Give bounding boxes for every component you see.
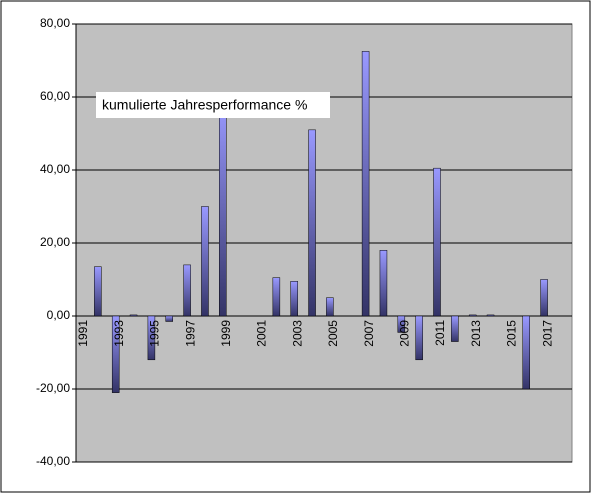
bar <box>522 315 530 390</box>
x-tick-label: 1997 <box>183 320 197 347</box>
x-tick-label: 1999 <box>219 320 233 347</box>
x-tick-label: 2009 <box>397 320 411 347</box>
bar <box>201 206 209 317</box>
bar <box>415 315 423 361</box>
x-tick-label: 2005 <box>326 320 340 347</box>
x-tick-label: 2017 <box>540 320 554 347</box>
bar <box>111 315 120 393</box>
annotation: kumulierte Jahresperformance % <box>102 97 307 113</box>
y-tick-label: -20,00 <box>36 381 70 395</box>
x-tick-label: 2013 <box>469 320 483 347</box>
x-tick-label: 2003 <box>290 320 304 347</box>
bar <box>540 279 548 317</box>
bar <box>486 314 495 317</box>
y-tick-label: 0,00 <box>47 308 71 322</box>
y-tick-label: -40,00 <box>36 454 70 468</box>
bar <box>379 250 388 317</box>
x-tick-label: 2011 <box>433 320 447 346</box>
y-tick-label: 20,00 <box>40 235 70 249</box>
y-tick-label: 60,00 <box>40 89 70 103</box>
bar <box>361 51 370 317</box>
bar <box>272 277 281 317</box>
bar <box>290 281 298 317</box>
x-tick-label: 2015 <box>505 320 519 347</box>
bar <box>129 314 138 317</box>
bar <box>183 264 191 317</box>
y-tick-label: 80,00 <box>40 16 70 30</box>
bar <box>326 297 334 317</box>
bar <box>147 315 156 361</box>
x-tick-label: 1991 <box>76 320 90 347</box>
bar <box>94 266 102 317</box>
bar <box>433 167 441 317</box>
bar <box>451 315 459 342</box>
annotation-box <box>96 92 330 118</box>
x-tick-label: 2007 <box>362 320 376 347</box>
bar <box>468 314 477 317</box>
bar <box>397 315 406 333</box>
bars <box>94 51 548 393</box>
bar <box>165 315 173 322</box>
bar <box>308 129 316 317</box>
bar <box>219 104 227 317</box>
x-tick-label: 1995 <box>148 320 162 347</box>
y-tick-label: 40,00 <box>40 162 70 176</box>
x-tick-label: 1993 <box>112 320 126 347</box>
x-tick-label: 2001 <box>255 320 269 347</box>
